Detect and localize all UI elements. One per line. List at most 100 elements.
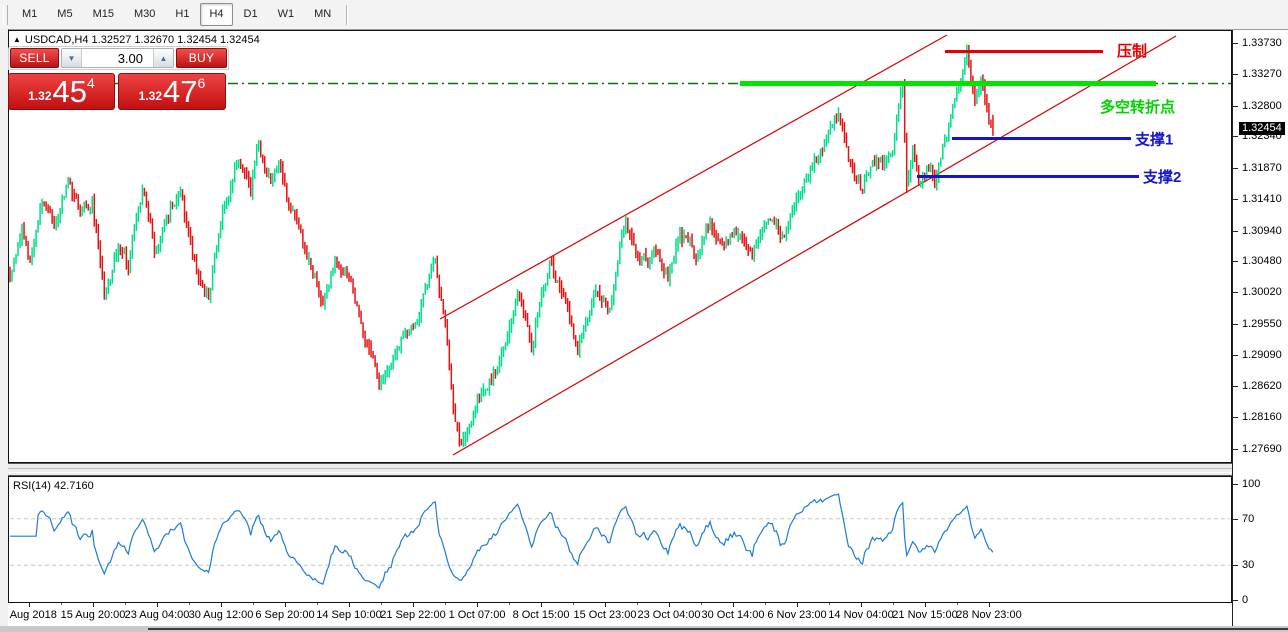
sell-price-box[interactable]: 1.32 45 4 bbox=[8, 73, 115, 110]
timeframe-button-M30[interactable]: M30 bbox=[133, 8, 156, 20]
price-axis-label-tick bbox=[1233, 168, 1238, 170]
price-axis[interactable]: 1.33730 1.33270 1.32800 1.32340 1.31870 1.314… bbox=[1232, 30, 1288, 626]
price-axis-label-tick bbox=[1233, 261, 1238, 263]
channel-lower-trendline[interactable] bbox=[452, 35, 1177, 456]
time-axis-tick bbox=[669, 603, 670, 607]
toolbar-separator bbox=[346, 4, 349, 25]
splitter-groove bbox=[8, 468, 1232, 473]
time-axis-minor-tick bbox=[317, 603, 318, 605]
sell-price-big: 45 bbox=[52, 74, 88, 109]
timeframe-button-H4[interactable]: H4 bbox=[200, 3, 233, 26]
time-axis-tick bbox=[29, 603, 30, 607]
time-axis-label: 21 Sep 22:00 bbox=[380, 609, 446, 621]
sell-button[interactable]: SELL bbox=[10, 48, 59, 68]
time-axis-minor-tick bbox=[765, 603, 766, 605]
rsi-indicator-label: RSI(14) 42.7160 bbox=[13, 480, 94, 492]
price-axis-label-tick bbox=[1233, 43, 1238, 44]
price-axis-label-tick bbox=[1233, 230, 1238, 232]
time-axis-label: 14 Sep 10:00 bbox=[316, 609, 382, 621]
sell-price-prefix: 1.32 bbox=[28, 89, 52, 103]
volume-input[interactable] bbox=[82, 49, 153, 67]
expand-arrow-icon[interactable]: ▲ bbox=[13, 35, 21, 44]
pivot-label[interactable]: 多空转折点 bbox=[1100, 98, 1175, 116]
price-axis-label: 1.30020 bbox=[1242, 286, 1282, 299]
time-axis-label: 8 Oct 15:00 bbox=[512, 609, 570, 621]
time-axis-tick bbox=[797, 603, 798, 607]
rsi-axis-label-tick bbox=[1233, 484, 1238, 485]
rsi-axis-label: 0 bbox=[1242, 594, 1249, 606]
support1-label[interactable]: 支撑1 bbox=[1134, 131, 1173, 149]
timeframe-button-W1[interactable]: W1 bbox=[277, 8, 295, 20]
price-axis-label: 1.30940 bbox=[1242, 224, 1282, 237]
price-axis-label: 1.28620 bbox=[1242, 380, 1282, 393]
price-axis-label: 1.32800 bbox=[1242, 99, 1282, 112]
price-axis-label: 1.31870 bbox=[1242, 162, 1282, 175]
time-axis-tick bbox=[733, 603, 734, 607]
time-axis-minor-tick bbox=[829, 603, 830, 605]
price-axis-label-tick bbox=[1233, 449, 1238, 450]
price-axis-label: 1.28160 bbox=[1242, 411, 1282, 424]
volume-stepper: ▼ ▲ bbox=[61, 48, 174, 68]
volume-decrease-button[interactable]: ▼ bbox=[62, 49, 82, 67]
timeframe-button-M1[interactable]: M1 bbox=[22, 8, 38, 20]
time-axis-minor-tick bbox=[61, 603, 62, 605]
timeframe-buttons: M1 M5 M15 M30 H1 H4 D1 W1 MN bbox=[12, 3, 341, 26]
down-arrow-icon: ▼ bbox=[67, 53, 76, 63]
sell-price-sup: 4 bbox=[87, 75, 95, 91]
buy-price-box[interactable]: 1.32 47 6 bbox=[118, 73, 226, 110]
buy-price-sup: 6 bbox=[197, 75, 206, 91]
time-axis-label: 23 Oct 04:00 bbox=[637, 609, 701, 621]
support2-label[interactable]: 支撑2 bbox=[1142, 168, 1181, 186]
chart-title: ▲ USDCAD,H4 1.32527 1.32670 1.32454 1.324… bbox=[13, 34, 260, 46]
chart-title-text: USDCAD,H4 1.32527 1.32670 1.32454 1.3245… bbox=[24, 34, 260, 46]
pane-splitter[interactable] bbox=[8, 463, 1232, 476]
time-axis-tick bbox=[349, 603, 350, 607]
time-axis-minor-tick bbox=[509, 603, 510, 605]
timeframe-button-MN[interactable]: MN bbox=[314, 8, 332, 20]
rsi-name: RSI(14) bbox=[13, 480, 51, 492]
time-axis-minor-tick bbox=[701, 603, 702, 605]
time-axis-minor-tick bbox=[253, 603, 254, 605]
time-axis-minor-tick bbox=[381, 603, 382, 605]
rsi-axis-label: 30 bbox=[1242, 559, 1255, 572]
timeframe-button-M5[interactable]: M5 bbox=[57, 8, 73, 20]
price-axis-label-tick bbox=[1233, 136, 1238, 138]
time-axis-label: 8 Aug 2018 bbox=[8, 609, 57, 621]
time-axis-minor-tick bbox=[445, 603, 446, 605]
time-axis-tick bbox=[541, 603, 542, 607]
time-axis-tick bbox=[989, 603, 990, 607]
buy-button[interactable]: BUY bbox=[176, 48, 227, 68]
window-bottom-border bbox=[148, 628, 1288, 630]
rsi-axis-label: 100 bbox=[1242, 478, 1261, 490]
time-axis-minor-tick bbox=[189, 603, 190, 605]
timeframe-button-M15[interactable]: M15 bbox=[92, 8, 114, 20]
rsi-pane[interactable] bbox=[8, 476, 1232, 603]
time-axis-tick bbox=[285, 603, 286, 607]
rsi-line bbox=[10, 493, 994, 589]
volume-increase-button[interactable]: ▲ bbox=[153, 49, 173, 67]
toolbar-grip[interactable] bbox=[3, 4, 8, 25]
price-axis-label-tick bbox=[1233, 323, 1238, 325]
time-axis-label: 6 Nov 23:00 bbox=[767, 609, 827, 621]
resistance-label[interactable]: 压制 bbox=[1117, 42, 1147, 60]
price-axis-label: 1.27690 bbox=[1242, 443, 1282, 455]
trade-prices-row: 1.32 45 4 1.32 47 6 bbox=[8, 73, 229, 110]
window-bottom-edge bbox=[0, 626, 1288, 632]
timeframe-button-D1[interactable]: D1 bbox=[243, 8, 258, 20]
rsi-value: 42.7160 bbox=[53, 480, 94, 492]
rsi-pane-border bbox=[8, 476, 1232, 603]
timeframe-button-H1[interactable]: H1 bbox=[175, 8, 190, 20]
price-axis-label: 1.29550 bbox=[1242, 317, 1282, 330]
time-axis-label: 6 Sep 20:00 bbox=[255, 609, 315, 621]
time-axis-tick bbox=[221, 603, 222, 607]
price-axis-label: 1.30480 bbox=[1242, 255, 1282, 268]
price-axis-label-tick bbox=[1233, 386, 1238, 388]
rsi-axis-label-tick bbox=[1233, 518, 1238, 520]
trade-controls-row: SELL ▼ ▲ BUY bbox=[8, 46, 229, 70]
time-axis-tick bbox=[605, 603, 606, 607]
rsi-axis-label-tick bbox=[1233, 600, 1238, 601]
one-click-trading-panel: SELL ▼ ▲ BUY 1.32 45 4 1.32 47 6 bbox=[8, 46, 229, 110]
time-axis-minor-tick bbox=[573, 603, 574, 605]
time-axis-tick bbox=[93, 603, 94, 607]
